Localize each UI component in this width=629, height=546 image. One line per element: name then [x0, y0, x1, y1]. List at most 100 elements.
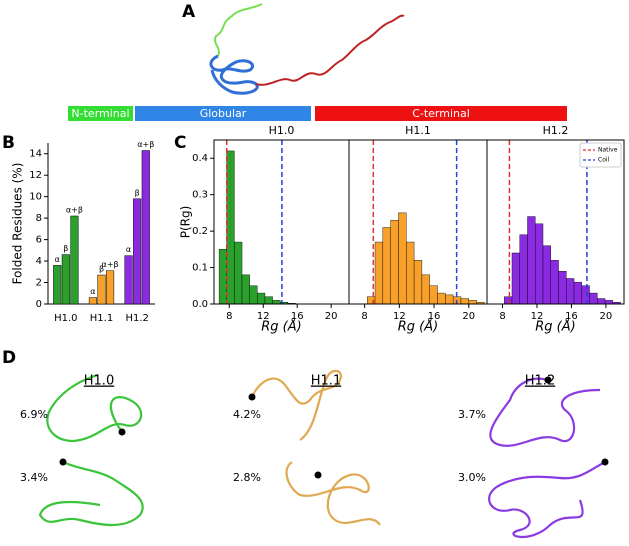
x-tick-label: 20 — [462, 311, 475, 322]
percentage: 2.8% — [233, 471, 261, 484]
bar — [53, 265, 62, 305]
percentage: 6.9% — [20, 408, 48, 421]
histogram-bar — [234, 241, 243, 305]
percentage: 3.0% — [458, 471, 486, 484]
bar-label: α — [126, 245, 131, 254]
structure-label: H1.1 — [311, 374, 341, 389]
histogram-bar — [542, 245, 551, 305]
bar — [124, 255, 133, 305]
bar-label: β — [99, 265, 104, 274]
histogram-bar — [566, 278, 575, 305]
bar — [141, 150, 150, 305]
bar-label: α — [55, 255, 60, 264]
histogram-bar — [226, 150, 235, 305]
y-tick-label: 8 — [36, 213, 42, 224]
y-axis-label: Folded Residues (%) — [11, 163, 25, 285]
panel-label: C — [174, 133, 186, 153]
y-tick-label: 12 — [29, 170, 42, 181]
bar-label: β — [135, 188, 140, 197]
x-tick-label: 12 — [257, 311, 270, 322]
histogram-bar — [589, 292, 598, 305]
terminus-dot — [59, 458, 67, 466]
histogram-bar — [406, 241, 415, 305]
histogram-bar — [264, 296, 273, 305]
histogram-bar — [374, 241, 384, 305]
y-tick-label: 2 — [36, 278, 42, 289]
histogram-bar — [437, 292, 446, 305]
x-tick-label: 8 — [361, 311, 367, 322]
bar-label: β — [63, 244, 68, 253]
x-axis-label: Rg (Å) — [261, 319, 301, 335]
bar — [106, 270, 115, 305]
terminus-dot — [544, 376, 552, 384]
y-tick-label: 4 — [36, 256, 42, 267]
histogram-bar — [535, 223, 544, 305]
histogram-bar — [527, 216, 536, 305]
panel-title: H1.2 — [543, 124, 569, 137]
y-axis-label: P(Rg) — [179, 206, 193, 239]
terminus-dot — [314, 471, 322, 479]
y-tick-label: 0.1 — [192, 263, 208, 274]
histogram-bar — [272, 300, 281, 305]
panel-label: B — [2, 133, 15, 153]
bar-label: α+β — [66, 205, 83, 214]
histogram-bar — [257, 292, 266, 305]
y-tick-label: 0 — [36, 299, 42, 310]
x-tick-label: 16 — [291, 311, 304, 322]
x-tick-label: 16 — [428, 311, 441, 322]
histogram-bar — [413, 260, 423, 305]
histogram-bar — [511, 252, 520, 305]
histogram-bar — [468, 300, 477, 305]
panel-title: H1.1 — [405, 124, 431, 137]
x-tick-label: 8 — [226, 311, 232, 322]
terminus-dot — [118, 428, 126, 436]
x-tick-label: H1.1 — [90, 313, 113, 324]
x-tick-label: 12 — [393, 311, 406, 322]
bar — [70, 215, 79, 305]
histogram-bar — [550, 260, 559, 305]
domain-segment — [315, 106, 567, 121]
domain-segment — [135, 106, 311, 121]
terminus-dot — [248, 393, 256, 401]
domain-label: N-terminal — [71, 107, 129, 120]
legend-label: Coil — [598, 157, 610, 164]
percentage: 4.2% — [233, 408, 261, 421]
percentage: 3.7% — [458, 408, 486, 421]
bar-label: α — [90, 287, 95, 296]
bar-label: α+β — [137, 140, 154, 149]
structure-label: H1.0 — [84, 374, 114, 389]
domain-label: Globular — [200, 107, 247, 120]
x-tick-label: 12 — [531, 311, 544, 322]
y-tick-label: 0.2 — [192, 226, 208, 237]
histogram-bar — [382, 227, 391, 305]
conformations — [38, 369, 606, 539]
terminus-dot — [601, 458, 609, 466]
histogram-bar — [504, 296, 513, 305]
domain-segment — [68, 106, 133, 121]
y-tick-label: 14 — [29, 149, 42, 160]
histogram-bar — [398, 212, 407, 305]
domain-label: C-terminal — [412, 107, 470, 120]
histogram-bar — [558, 271, 567, 305]
x-tick-label: 16 — [565, 311, 578, 322]
y-tick-label: 0.0 — [192, 299, 208, 310]
histogram-bar — [597, 298, 606, 305]
histogram-bar — [390, 219, 399, 305]
y-tick-label: 0.3 — [192, 190, 208, 201]
x-tick-label: H1.0 — [54, 313, 77, 324]
legend-box — [579, 142, 622, 168]
panel-title: H1.0 — [269, 124, 295, 137]
x-tick-label: 8 — [499, 311, 505, 322]
histogram-bar — [460, 298, 469, 305]
legend-label: Native — [598, 147, 618, 154]
y-tick-label: 6 — [36, 235, 42, 246]
x-axis-label: Rg (Å) — [398, 319, 438, 335]
histogram-bar — [604, 300, 613, 305]
histogram-bar — [445, 294, 454, 305]
histogram-bar — [519, 234, 528, 305]
panel-label: D — [2, 348, 16, 368]
protein-structure — [209, 3, 405, 95]
panel-label: A — [182, 2, 196, 22]
bar — [133, 198, 142, 305]
